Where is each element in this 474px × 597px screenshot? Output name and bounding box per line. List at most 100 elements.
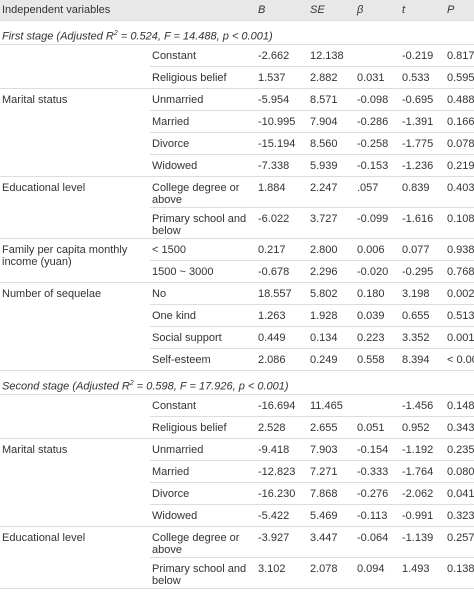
value-cell: -1.616 bbox=[400, 207, 445, 239]
value-cell: 0.595 bbox=[445, 66, 474, 89]
variable: Constant bbox=[150, 394, 256, 417]
value-cell: 3.102 bbox=[256, 557, 308, 589]
value-cell: 7.868 bbox=[308, 482, 355, 505]
group-label: Educational level bbox=[0, 176, 150, 239]
column-header: B bbox=[256, 0, 308, 21]
value-cell: 0.235 bbox=[445, 438, 474, 461]
value-cell: -1.764 bbox=[400, 460, 445, 483]
value-cell: 0.166 bbox=[445, 110, 474, 133]
value-cell: 3.727 bbox=[308, 207, 355, 239]
value-cell: -0.099 bbox=[355, 207, 400, 239]
variable: Social support bbox=[150, 326, 256, 349]
column-header: t bbox=[400, 0, 445, 21]
value-cell: 2.882 bbox=[308, 66, 355, 89]
data-row: Constant -16.694 11.465 -1.456 0.148 bbox=[0, 394, 474, 439]
value-cell: 0.134 bbox=[308, 326, 355, 349]
value-cell: 0.138 bbox=[445, 557, 474, 589]
variable: Widowed bbox=[150, 154, 256, 177]
value-cell: -0.113 bbox=[355, 504, 400, 527]
title-text: = 0.524, F = 14.488, p < 0.001) bbox=[117, 30, 273, 43]
data-row: Educational level College degree or above… bbox=[0, 526, 474, 589]
data-row: Primary school and below 3.102 2.078 0.094 1… bbox=[0, 557, 474, 589]
value-cell: .057 bbox=[355, 176, 400, 208]
data-row: Divorce -15.194 8.560 -0.258 -1.775 0.078 bbox=[0, 132, 474, 155]
value-cell: 2.078 bbox=[308, 557, 355, 589]
value-cell: 0.180 bbox=[355, 282, 400, 305]
variable: One kind bbox=[150, 304, 256, 327]
variable: Primary school and below bbox=[150, 557, 256, 589]
value-cell: 0.051 bbox=[355, 416, 400, 439]
value-cell: 1.884 bbox=[256, 176, 308, 208]
value-cell: 0.817 bbox=[445, 44, 474, 67]
value-cell: 0.655 bbox=[400, 304, 445, 327]
value-cell: -1.139 bbox=[400, 526, 445, 558]
value-cell: -0.098 bbox=[355, 88, 400, 111]
value-cell: 1.263 bbox=[256, 304, 308, 327]
value-cell: 1.493 bbox=[400, 557, 445, 589]
group-label: Family per capita monthly income (yuan) bbox=[0, 238, 150, 283]
value-cell: 3.447 bbox=[308, 526, 355, 558]
value-cell: -2.662 bbox=[256, 44, 308, 67]
value-cell: 0.558 bbox=[355, 348, 400, 371]
variable: Self-esteem bbox=[150, 348, 256, 371]
value-cell: 0.078 bbox=[445, 132, 474, 155]
value-cell: -15.194 bbox=[256, 132, 308, 155]
header-row: Independent variables B SE β t P bbox=[0, 0, 474, 21]
variable: Primary school and below bbox=[150, 207, 256, 239]
variable: 1500 ~ 3000 bbox=[150, 260, 256, 283]
value-cell: 0.001 bbox=[445, 326, 474, 349]
value-cell: 0.217 bbox=[256, 238, 308, 261]
value-cell: 2.800 bbox=[308, 238, 355, 261]
section-row: First stage (Adjusted R2 = 0.524, F = 14… bbox=[0, 20, 474, 45]
section-title: First stage (Adjusted R2 = 0.524, F = 14… bbox=[0, 20, 474, 45]
value-cell: 0.488 bbox=[445, 88, 474, 111]
data-row: Family per capita monthly income (yuan) <… bbox=[0, 238, 474, 283]
data-row: Social support 0.449 0.134 0.223 3.352 0.001 bbox=[0, 326, 474, 349]
value-cell: 3.352 bbox=[400, 326, 445, 349]
value-cell: 0.080 bbox=[445, 460, 474, 483]
value-cell: -0.333 bbox=[355, 460, 400, 483]
value-cell: 0.343 bbox=[445, 416, 474, 439]
variable: Unmarried bbox=[150, 438, 256, 461]
value-cell: 0.148 bbox=[445, 394, 474, 417]
group-label bbox=[0, 394, 150, 439]
data-row: Educational level College degree or above… bbox=[0, 176, 474, 239]
variable: Married bbox=[150, 460, 256, 483]
value-cell: -16.230 bbox=[256, 482, 308, 505]
data-row: One kind 1.263 1.928 0.039 0.655 0.513 bbox=[0, 304, 474, 327]
value-cell: 0.002 bbox=[445, 282, 474, 305]
value-cell: 0.403 bbox=[445, 176, 474, 208]
data-row: Married -12.823 7.271 -0.333 -1.764 0.080 bbox=[0, 460, 474, 483]
value-cell: 18.557 bbox=[256, 282, 308, 305]
value-cell: 8.571 bbox=[308, 88, 355, 111]
value-cell: -0.991 bbox=[400, 504, 445, 527]
data-row: Marital status Unmarried -5.954 8.571 -0.098… bbox=[0, 88, 474, 177]
variable: Widowed bbox=[150, 504, 256, 527]
value-cell: -0.153 bbox=[355, 154, 400, 177]
value-cell: 0.108 bbox=[445, 207, 474, 239]
value-cell: 0.839 bbox=[400, 176, 445, 208]
variable: Constant bbox=[150, 44, 256, 67]
data-row: Widowed -5.422 5.469 -0.113 -0.991 0.323 bbox=[0, 504, 474, 527]
data-row: Primary school and below -6.022 3.727 -0.09… bbox=[0, 207, 474, 239]
value-cell: -1.192 bbox=[400, 438, 445, 461]
value-cell: -5.422 bbox=[256, 504, 308, 527]
value-cell: 0.094 bbox=[355, 557, 400, 589]
value-cell: -1.456 bbox=[400, 394, 445, 417]
value-cell: 12.138 bbox=[308, 44, 355, 67]
variable: < 1500 bbox=[150, 238, 256, 261]
value-cell: -0.678 bbox=[256, 260, 308, 283]
value-cell: -0.276 bbox=[355, 482, 400, 505]
value-cell: 0.031 bbox=[355, 66, 400, 89]
group-label: Marital status bbox=[0, 438, 150, 527]
data-row: Religious belief 1.537 2.882 0.031 0.533 0.59… bbox=[0, 66, 474, 89]
superscript: 2 bbox=[129, 379, 134, 387]
value-cell bbox=[355, 394, 400, 417]
value-cell: 0.249 bbox=[308, 348, 355, 371]
value-cell: 5.939 bbox=[308, 154, 355, 177]
value-cell: -2.062 bbox=[400, 482, 445, 505]
value-cell: 0.039 bbox=[355, 304, 400, 327]
data-row: Constant -2.662 12.138 -0.219 0.817 bbox=[0, 44, 474, 89]
